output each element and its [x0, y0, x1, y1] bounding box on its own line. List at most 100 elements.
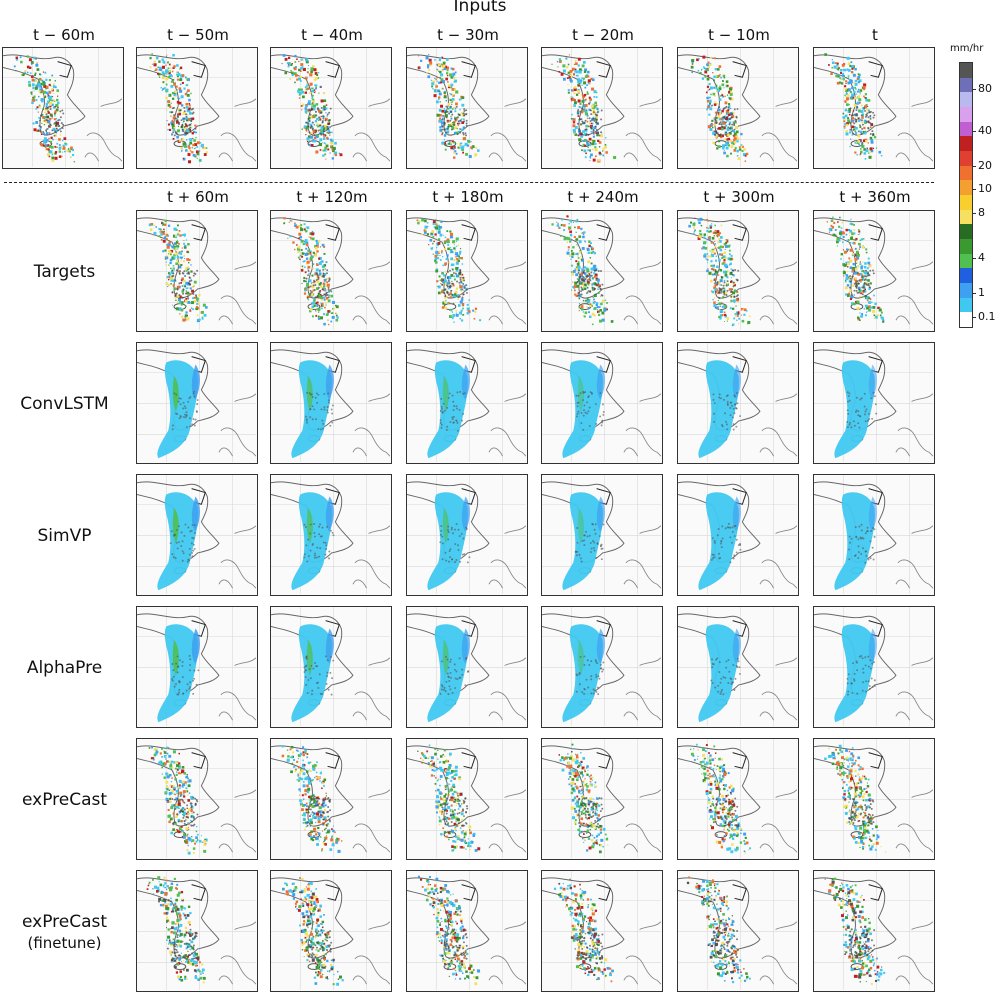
colorbar-tick-mark	[972, 189, 976, 190]
colorbar-segment	[960, 209, 972, 225]
colorbar-segment	[960, 107, 972, 123]
output-column-title: t + 60m	[167, 188, 229, 206]
prediction-panel	[541, 474, 663, 596]
colorbar-segment	[960, 224, 972, 240]
output-column-title: t + 180m	[432, 188, 504, 206]
prediction-panel	[406, 606, 528, 728]
prediction-panel	[677, 474, 799, 596]
colorbar-tick-mark	[972, 213, 976, 214]
input-radar-panel	[406, 47, 528, 169]
colorbar	[959, 62, 973, 328]
colorbar-segment	[960, 253, 972, 269]
prediction-panel	[541, 342, 663, 464]
row-label-text: ConvLSTM	[20, 394, 109, 414]
input-radar-panel	[2, 47, 124, 169]
colorbar-segment	[960, 136, 972, 152]
colorbar-tick-mark	[972, 293, 976, 294]
output-column-title: t + 240m	[567, 188, 639, 206]
row-label-text: exPreCast	[21, 912, 108, 932]
prediction-panel	[270, 738, 392, 860]
input-column-title: t − 50m	[167, 26, 229, 44]
output-column-title: t + 300m	[703, 188, 775, 206]
colorbar-tick-label: 4	[978, 251, 985, 264]
row-label: exPreCast (finetune)	[2, 912, 127, 954]
colorbar-tick-label: 8	[978, 206, 985, 219]
colorbar-tick-mark	[972, 89, 976, 90]
input-column-title: t − 20m	[572, 26, 634, 44]
row-label-subtext: (finetune)	[27, 934, 102, 952]
colorbar-segment	[960, 268, 972, 284]
colorbar-tick-mark	[972, 166, 976, 167]
input-column-title: t − 60m	[33, 26, 95, 44]
prediction-panel	[136, 342, 258, 464]
prediction-panel	[136, 474, 258, 596]
figure-title: Inputs	[453, 0, 507, 16]
row-label: ConvLSTM	[2, 394, 127, 415]
prediction-panel	[406, 738, 528, 860]
input-radar-panel	[270, 47, 392, 169]
colorbar-segment	[960, 121, 972, 137]
colorbar-segment	[960, 239, 972, 255]
prediction-panel	[406, 342, 528, 464]
colorbar-tick-mark	[972, 317, 976, 318]
row-label: exPreCast	[2, 790, 127, 811]
colorbar-segment	[960, 92, 972, 108]
colorbar-tick-label: 40	[978, 124, 992, 137]
input-column-title: t − 30m	[437, 26, 499, 44]
input-radar-panel	[813, 47, 935, 169]
prediction-panel	[406, 870, 528, 992]
input-column-title: t − 40m	[301, 26, 363, 44]
prediction-panel	[677, 870, 799, 992]
input-output-divider	[4, 182, 934, 183]
row-label-text: SimVP	[37, 526, 92, 546]
colorbar-tick-mark	[972, 258, 976, 259]
colorbar-segment	[960, 283, 972, 299]
prediction-panel	[677, 738, 799, 860]
colorbar-unit: mm/hr	[950, 43, 984, 54]
colorbar-segment	[960, 297, 972, 313]
prediction-panel	[813, 870, 935, 992]
prediction-panel	[541, 210, 663, 332]
row-label: SimVP	[2, 526, 127, 547]
prediction-panel	[270, 606, 392, 728]
prediction-panel	[677, 606, 799, 728]
prediction-panel	[136, 210, 258, 332]
prediction-panel	[270, 870, 392, 992]
colorbar-segment	[960, 77, 972, 93]
input-radar-panel	[677, 47, 799, 169]
prediction-panel	[677, 210, 799, 332]
input-radar-panel	[136, 47, 258, 169]
prediction-panel	[270, 342, 392, 464]
colorbar-tick-label: 1	[978, 286, 985, 299]
prediction-panel	[541, 870, 663, 992]
colorbar-segment	[960, 180, 972, 196]
row-label-text: Targets	[33, 262, 96, 282]
prediction-panel	[406, 474, 528, 596]
colorbar-segment	[960, 195, 972, 211]
colorbar-tick-label: 80	[978, 82, 992, 95]
colorbar-segment	[960, 312, 972, 327]
output-column-title: t + 360m	[839, 188, 911, 206]
row-label: AlphaPre	[2, 658, 127, 679]
colorbar-tick-mark	[972, 131, 976, 132]
row-label-text: exPreCast	[21, 790, 108, 810]
colorbar-tick-label: 0.1	[978, 310, 996, 323]
prediction-panel	[813, 210, 935, 332]
output-column-title: t + 120m	[296, 188, 368, 206]
row-label-text: AlphaPre	[26, 658, 103, 678]
prediction-panel	[541, 606, 663, 728]
colorbar-segment	[960, 165, 972, 181]
colorbar-tick-label: 20	[978, 159, 992, 172]
prediction-panel	[406, 210, 528, 332]
prediction-panel	[813, 738, 935, 860]
prediction-panel	[813, 342, 935, 464]
row-label: Targets	[2, 262, 127, 283]
colorbar-tick-label: 10	[978, 182, 992, 195]
prediction-panel	[270, 474, 392, 596]
input-radar-panel	[541, 47, 663, 169]
colorbar-segment	[960, 151, 972, 167]
prediction-panel	[677, 342, 799, 464]
prediction-panel	[813, 474, 935, 596]
prediction-panel	[270, 210, 392, 332]
input-column-title: t − 10m	[708, 26, 770, 44]
